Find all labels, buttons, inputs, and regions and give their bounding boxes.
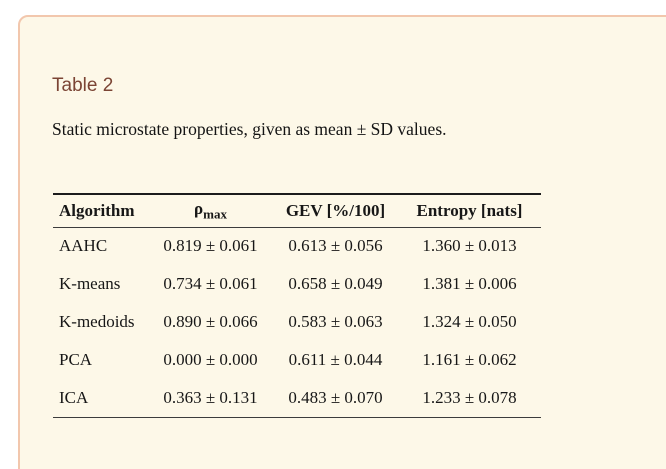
cell-rho-max: 0.000 ± 0.000 — [163, 350, 258, 369]
cell-entropy: 1.381 ± 0.006 — [422, 274, 517, 293]
cell-algorithm: K-medoids — [59, 312, 135, 331]
table-row: ICA 0.363 ± 0.131 0.483 ± 0.070 1.233 ± … — [53, 379, 541, 417]
rho-symbol: ρ — [194, 199, 204, 219]
col-header-gev: GEV [%/100] — [285, 200, 386, 220]
table-card: Table 2 Static microstate properties, gi… — [18, 15, 666, 469]
col-header-rho-max: ρmax — [148, 194, 273, 227]
cell-rho-max: 0.890 ± 0.066 — [163, 312, 258, 331]
cell-entropy: 1.233 ± 0.078 — [422, 387, 517, 407]
table-row: AAHC 0.819 ± 0.061 0.613 ± 0.056 1.360 ±… — [53, 227, 541, 265]
cell-entropy: 1.324 ± 0.050 — [422, 312, 517, 331]
cell-entropy: 1.360 ± 0.013 — [422, 236, 517, 256]
table-row: K-medoids 0.890 ± 0.066 0.583 ± 0.063 1.… — [53, 303, 541, 341]
table-row: K-means 0.734 ± 0.061 0.658 ± 0.049 1.38… — [53, 265, 541, 303]
cell-rho-max: 0.819 ± 0.061 — [163, 236, 258, 256]
table-caption: Static microstate properties, given as m… — [52, 119, 447, 139]
cell-entropy: 1.161 ± 0.062 — [422, 350, 517, 369]
cell-gev: 0.658 ± 0.049 — [288, 274, 383, 293]
cell-gev: 0.613 ± 0.056 — [288, 236, 383, 256]
cell-rho-max: 0.363 ± 0.131 — [163, 387, 258, 407]
rho-subscript: max — [203, 206, 227, 222]
table-label: Table 2 — [52, 75, 114, 96]
cell-algorithm: AAHC — [59, 236, 108, 256]
microstate-properties-table: Algorithm ρmax GEV [%/100] Entropy [nats… — [53, 193, 541, 418]
cell-algorithm: ICA — [59, 387, 89, 407]
cell-rho-max: 0.734 ± 0.061 — [163, 274, 258, 293]
col-header-entropy: Entropy [nats] — [416, 200, 523, 220]
cell-algorithm: K-means — [59, 274, 121, 293]
col-header-algorithm: Algorithm — [59, 200, 135, 220]
cell-gev: 0.483 ± 0.070 — [288, 387, 383, 407]
cell-gev: 0.583 ± 0.063 — [288, 312, 383, 331]
cell-gev: 0.611 ± 0.044 — [288, 350, 383, 369]
table-row: PCA 0.000 ± 0.000 0.611 ± 0.044 1.161 ± … — [53, 341, 541, 379]
cell-algorithm: PCA — [59, 350, 93, 369]
table-header-row: Algorithm ρmax GEV [%/100] Entropy [nats… — [53, 194, 541, 227]
